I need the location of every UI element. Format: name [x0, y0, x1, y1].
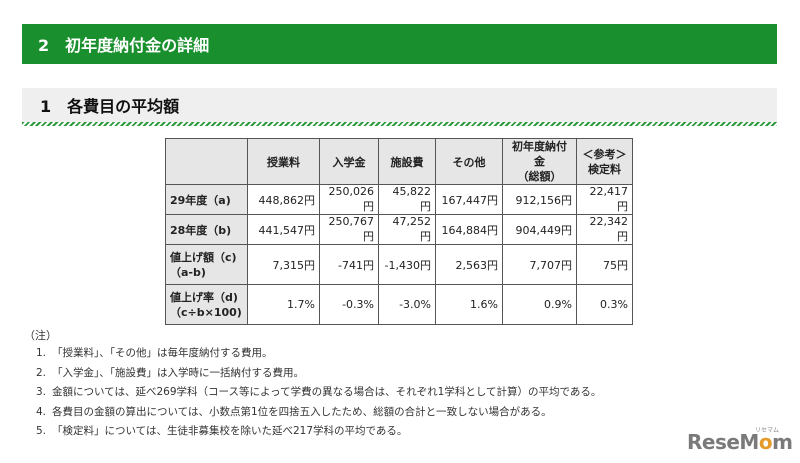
table-cell: 75円: [576, 244, 633, 285]
table-corner-cell: [165, 138, 248, 185]
table-row: 29年度（a) 448,862円 250,026円 45,822円 167,44…: [165, 184, 633, 215]
table-cell: 1.6%: [435, 284, 503, 325]
logo-text-accent: o: [758, 430, 773, 454]
note-number: 5.: [36, 425, 47, 437]
table-row: 値上げ額（c) （a-b) 7,315円 -741円 -1,430円 2,563…: [165, 244, 633, 285]
table-cell: 448,862円: [247, 184, 320, 215]
table-cell: 250,767円: [319, 214, 379, 245]
row-label: 28年度（b): [165, 214, 248, 245]
table-cell: 1.7%: [247, 284, 320, 325]
table-row: 値上げ率（d) （c÷b×100) 1.7% -0.3% -3.0% 1.6% …: [165, 284, 633, 325]
note-text: 「入学金」、「施設費」は入学時に一括納付する費用。: [52, 366, 304, 379]
column-header: その他: [435, 138, 503, 185]
fee-table: 授業料 入学金 施設費 その他 初年度納付金 （総額） ＜参考＞ 検定料 29年…: [165, 138, 633, 325]
subsection-title: 1 各費目の平均額: [40, 97, 180, 116]
note-number: 4.: [36, 405, 47, 418]
table-cell: 912,156円: [502, 184, 577, 215]
notes-list: 1. 「授業料」、「その他」は毎年度納付する費用。 2. 「入学金」、「施設費」は入…: [36, 344, 601, 442]
table-cell: 47,252円: [378, 214, 436, 245]
table-cell: 167,447円: [435, 184, 503, 215]
table-cell: 45,822円: [378, 184, 436, 215]
logo-text-part: ReseM: [687, 430, 759, 454]
column-header: 施設費: [378, 138, 436, 185]
table-cell: 22,417円: [576, 184, 633, 215]
note-text: 金額については、延べ269学科（コース等によって学費の異なる場合は、それぞれ1学…: [52, 386, 602, 398]
list-item: 1. 「授業料」、「その他」は毎年度納付する費用。: [36, 344, 601, 364]
table-cell: -3.0%: [378, 284, 436, 325]
row-label: 値上げ額（c) （a-b): [165, 244, 248, 285]
table-cell: 7,315円: [247, 244, 320, 285]
table-cell: -741円: [319, 244, 379, 285]
column-header: ＜参考＞ 検定料: [576, 138, 633, 185]
table-cell: 0.3%: [576, 284, 633, 325]
table-row: 28年度（b) 441,547円 250,767円 47,252円 164,88…: [165, 214, 633, 245]
table-cell: 0.9%: [502, 284, 577, 325]
column-header: 入学金: [319, 138, 379, 185]
logo-text-part: m: [772, 430, 793, 454]
list-item: 4. 各費目の金額の算出については、小数点第1位を四捨五入したため、総額の合計と一…: [36, 403, 601, 423]
table-cell: -1,430円: [378, 244, 436, 285]
logo-kana: リセマム: [755, 427, 780, 434]
table-cell: 441,547円: [247, 214, 320, 245]
column-header: 授業料: [247, 138, 320, 185]
note-number: 2.: [36, 366, 47, 379]
header-stripe-divider: [22, 122, 777, 126]
note-text: 「授業料」、「その他」は毎年度納付する費用。: [52, 347, 273, 359]
table-cell: 904,449円: [502, 214, 577, 245]
table-cell: 7,707円: [502, 244, 577, 285]
notes-label: （注）: [24, 329, 57, 342]
resemom-logo: ReseMom: [687, 430, 793, 454]
subsection-header: 1 各費目の平均額: [22, 88, 777, 122]
row-label: 29年度（a): [165, 184, 248, 215]
table-header-row: 授業料 入学金 施設費 その他 初年度納付金 （総額） ＜参考＞ 検定料: [165, 138, 633, 185]
list-item: 5. 「検定料」については、生徒非募集校を除いた延べ217学科の平均である。: [36, 422, 601, 442]
section-banner: 2 初年度納付金の詳細: [22, 24, 777, 64]
banner-title: 2 初年度納付金の詳細: [38, 36, 210, 55]
note-number: 1.: [36, 347, 47, 359]
table-cell: 250,026円: [319, 184, 379, 215]
note-text: 各費目の金額の算出については、小数点第1位を四捨五入したため、総額の合計と一致し…: [52, 405, 552, 418]
list-item: 2. 「入学金」、「施設費」は入学時に一括納付する費用。: [36, 364, 601, 384]
column-header: 初年度納付金 （総額）: [502, 138, 577, 185]
list-item: 3. 金額については、延べ269学科（コース等によって学費の異なる場合は、それぞれ…: [36, 383, 601, 403]
table-cell: 2,563円: [435, 244, 503, 285]
table-cell: 22,342円: [576, 214, 633, 245]
note-number: 3.: [36, 386, 47, 398]
table-cell: 164,884円: [435, 214, 503, 245]
table-cell: -0.3%: [319, 284, 379, 325]
note-text: 「検定料」については、生徒非募集校を除いた延べ217学科の平均である。: [52, 425, 408, 437]
row-label: 値上げ率（d) （c÷b×100): [165, 284, 248, 325]
